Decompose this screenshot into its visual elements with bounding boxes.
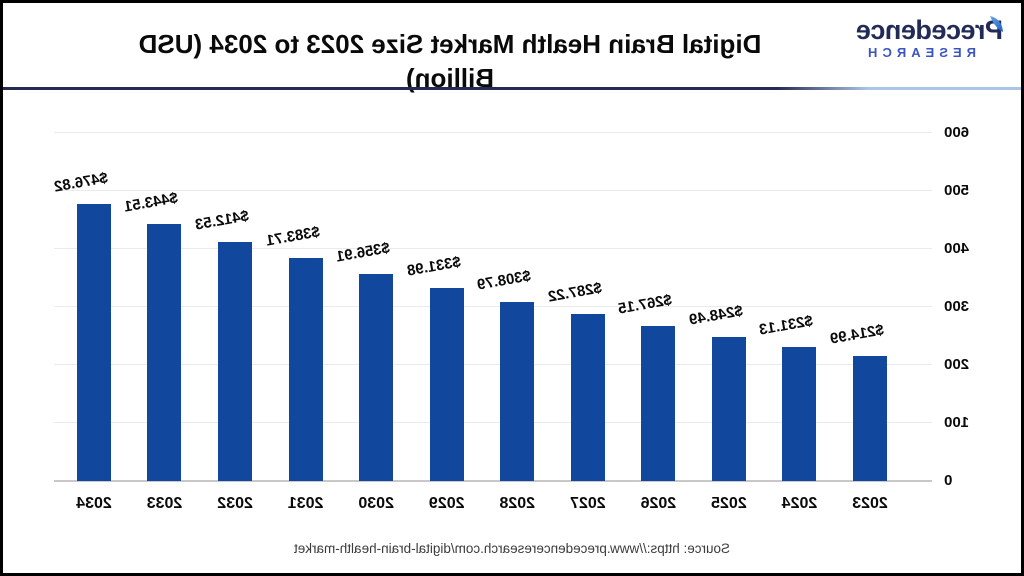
y-tick-label: 0 (944, 472, 953, 489)
source-attribution: Source: https://www.precedenceresearch.c… (294, 541, 730, 556)
y-tick-label: 400 (944, 240, 970, 257)
y-tick-label: 200 (944, 356, 970, 373)
y-tick-label: 100 (944, 414, 970, 431)
x-tick-label: 2031 (287, 495, 324, 512)
x-tick-label: 2032 (217, 495, 253, 512)
leaf-icon (989, 9, 1005, 39)
x-tick-label: 2025 (711, 495, 747, 512)
bar-chart-plot-area: 0 100 200 300 400 500 600 $214.99 2023 $231.13 202… (53, 124, 969, 512)
x-tick-label: 2028 (499, 495, 536, 512)
gridline (54, 248, 932, 249)
x-tick-label: 2034 (76, 495, 112, 512)
bar-2024 (782, 346, 817, 481)
x-tick-label: 2023 (852, 495, 888, 512)
bar-2031 (288, 258, 323, 481)
x-tick-label: 2030 (358, 495, 394, 512)
bar-2027 (570, 314, 605, 481)
bar-2034 (76, 204, 111, 481)
y-tick-label: 600 (944, 124, 970, 141)
bar-2030 (359, 274, 394, 481)
x-tick-label: 2026 (640, 495, 677, 512)
header-divider-line (3, 87, 1021, 90)
x-tick-label: 2029 (428, 495, 465, 512)
gridline (54, 132, 932, 133)
bar-2028 (500, 301, 535, 481)
gridline (54, 306, 932, 307)
bar-2033 (147, 223, 182, 481)
bar-2025 (711, 336, 746, 481)
precedence-research-logo: Precedence RESEARCH (823, 15, 1003, 60)
chart-title: Digital Brain Health Market Size 2023 to… (138, 29, 762, 93)
bar-2029 (429, 288, 464, 481)
logo-sub-label: RESEARCH (863, 45, 976, 60)
logo-brand-text: Precedence (823, 15, 1003, 45)
bar-value-label: $476.82 (52, 169, 110, 197)
bar-2023 (853, 356, 887, 481)
bar-2026 (641, 326, 676, 481)
x-tick-label: 2027 (570, 495, 606, 512)
bar-2032 (218, 241, 253, 481)
y-tick-label: 300 (944, 298, 970, 315)
bar-value-label: $412.53 (193, 207, 251, 234)
x-tick-label: 2024 (781, 495, 818, 512)
logo-brand-label: Precedence (856, 15, 1003, 45)
mirrored-content: Precedence RESEARCH Digital Brain Health… (3, 3, 1021, 573)
x-tick-label: 2033 (146, 495, 183, 512)
y-tick-label: 500 (944, 182, 970, 199)
